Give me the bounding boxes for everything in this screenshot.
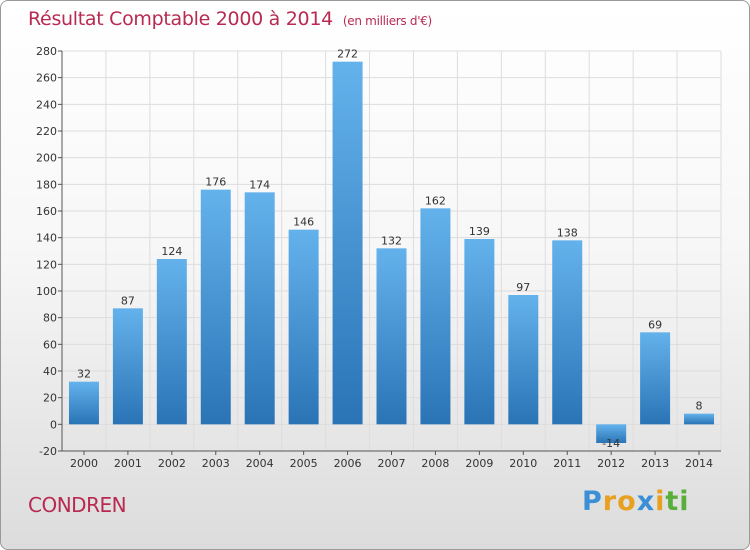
value-labels: 32 87 124 176 174 146 272 132 162 139 97 138 -14 69 8 [77, 48, 703, 450]
axes: -20 0 20 40 60 80 100 120 140 160 180 200 220 240 260 2… [36, 45, 721, 470]
y-tick-label: 220 [36, 125, 57, 138]
bar-2003 [200, 189, 231, 425]
y-tick-label: 0 [50, 418, 57, 431]
y-tick-label: 20 [43, 392, 57, 405]
bar-2009 [464, 239, 495, 425]
x-tick-label: 2004 [246, 457, 274, 470]
logo-letter: o [617, 486, 637, 517]
logo-letter: i [655, 486, 666, 517]
y-tick-label: 40 [43, 365, 57, 378]
bar-2014 [684, 413, 715, 425]
bar-2013 [640, 332, 671, 425]
bar-2008 [420, 208, 451, 425]
x-tick-label: 2000 [70, 457, 98, 470]
data-label-2005: 146 [293, 216, 314, 229]
bar-2012 [596, 424, 627, 443]
y-tick-label: -20 [39, 445, 57, 458]
y-tick-label: 200 [36, 152, 57, 165]
x-tick-label: 2011 [553, 457, 581, 470]
logo-letter: i [679, 486, 690, 517]
y-tick-label: 100 [36, 285, 57, 298]
x-tick-label: 2001 [114, 457, 142, 470]
x-tick-label: 2007 [378, 457, 406, 470]
x-tick-label: 2014 [685, 457, 713, 470]
data-label-2008: 162 [425, 194, 446, 207]
y-tick-label: 140 [36, 232, 57, 245]
y-tick-label: 260 [36, 72, 57, 85]
data-label-2004: 174 [249, 178, 270, 191]
data-label-2012: -14 [602, 437, 620, 450]
y-tick-label: 120 [36, 258, 57, 271]
x-tick-label: 2012 [597, 457, 625, 470]
chart-title: Résultat Comptable 2000 à 2014 (en millie… [28, 8, 432, 30]
logo-letter: x [636, 486, 656, 517]
data-label-2013: 69 [648, 318, 662, 331]
bar-2001 [112, 308, 143, 425]
y-tick-label: 240 [36, 98, 57, 111]
data-label-2001: 87 [121, 294, 135, 307]
title-text: Résultat Comptable 2000 à 2014 [28, 8, 333, 30]
y-tick-label: 280 [36, 45, 57, 58]
x-tick-label: 2010 [509, 457, 537, 470]
data-label-2009: 139 [469, 225, 490, 238]
y-tick-label: 80 [43, 312, 57, 325]
x-tick-label: 2013 [641, 457, 669, 470]
bar-2010 [508, 295, 539, 425]
bar-2006 [332, 61, 363, 425]
data-label-2003: 176 [205, 176, 226, 189]
y-tick-label: 60 [43, 338, 57, 351]
x-tick-label: 2008 [421, 457, 449, 470]
logo-letter: r [602, 486, 618, 517]
x-tick-label: 2006 [334, 457, 362, 470]
bar-2002 [156, 259, 187, 425]
bar-2000 [68, 381, 99, 425]
data-label-2010: 97 [516, 281, 530, 294]
data-label-2002: 124 [161, 245, 182, 258]
y-tick-label: 160 [36, 205, 57, 218]
bar-2004 [244, 192, 275, 425]
logo-letter: P [582, 486, 603, 517]
proxiti-logo: Proxiti [582, 486, 690, 517]
x-tick-label: 2002 [158, 457, 186, 470]
x-tick-label: 2003 [202, 457, 230, 470]
bar-2005 [288, 229, 319, 425]
chart-subtitle: (en milliers d'€) [342, 14, 432, 28]
data-label-2006: 272 [337, 48, 358, 61]
y-tick-label: 180 [36, 178, 57, 191]
x-tick-label: 2005 [290, 457, 318, 470]
data-label-2011: 138 [557, 226, 578, 239]
x-tick-label: 2009 [465, 457, 493, 470]
data-label-2007: 132 [381, 234, 402, 247]
data-label-2000: 32 [77, 368, 91, 381]
logo-letter: t [665, 486, 680, 517]
bar-2007 [376, 248, 407, 425]
bars [68, 61, 715, 443]
data-label-2014: 8 [696, 400, 703, 413]
commune-name: CONDREN [28, 493, 127, 517]
bar-2011 [552, 240, 583, 425]
